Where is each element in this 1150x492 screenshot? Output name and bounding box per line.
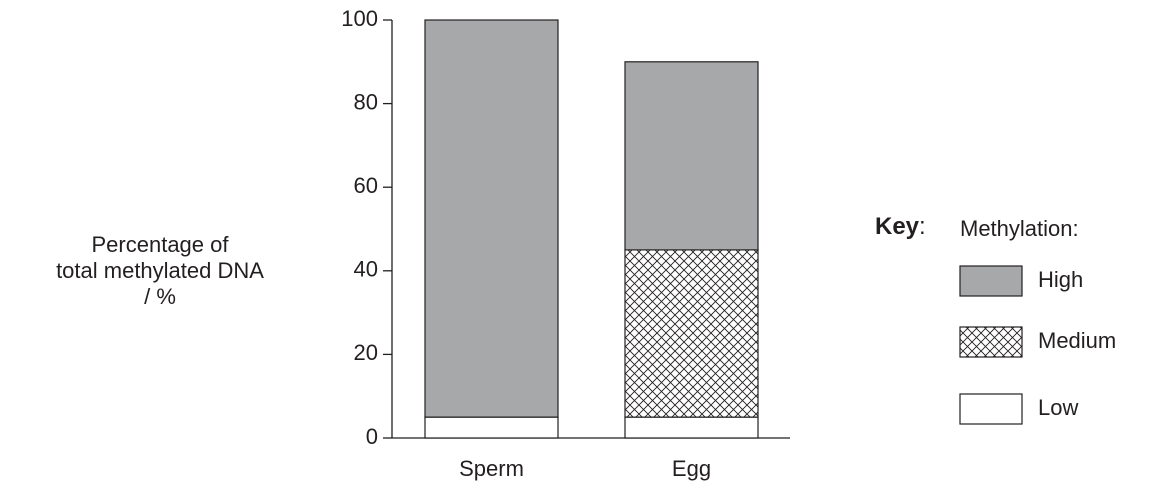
x-tick-label: Sperm — [459, 456, 524, 481]
bar-segment — [624, 416, 759, 439]
y-tick-label: 60 — [354, 173, 378, 198]
bar-segment — [424, 19, 559, 418]
y-tick-label: 100 — [341, 6, 378, 31]
y-tick-label: 80 — [354, 89, 378, 114]
bar-segment — [424, 416, 559, 439]
x-tick-label: Egg — [672, 456, 711, 481]
legend-key-word: Key — [875, 213, 920, 240]
legend-title: Methylation: — [960, 216, 1079, 241]
legend-swatch — [959, 265, 1023, 297]
y-tick-label: 0 — [366, 424, 378, 449]
bar-segment — [624, 61, 759, 251]
legend-key-colon: : — [919, 213, 926, 240]
legend-label: Low — [1038, 395, 1078, 420]
y-axis-label-line: Percentage of — [92, 232, 230, 257]
legend-key: Key: — [875, 213, 926, 240]
legend-swatch — [959, 326, 1023, 358]
y-tick-label: 20 — [354, 340, 378, 365]
legend-label: Medium — [1038, 328, 1116, 353]
y-axis-label-line: total methylated DNA — [56, 258, 264, 283]
legend-label: High — [1038, 267, 1083, 292]
bar-segment — [624, 249, 759, 418]
legend-swatch — [959, 393, 1023, 425]
y-tick-label: 40 — [354, 257, 378, 282]
y-axis-label-line: / % — [144, 284, 176, 309]
